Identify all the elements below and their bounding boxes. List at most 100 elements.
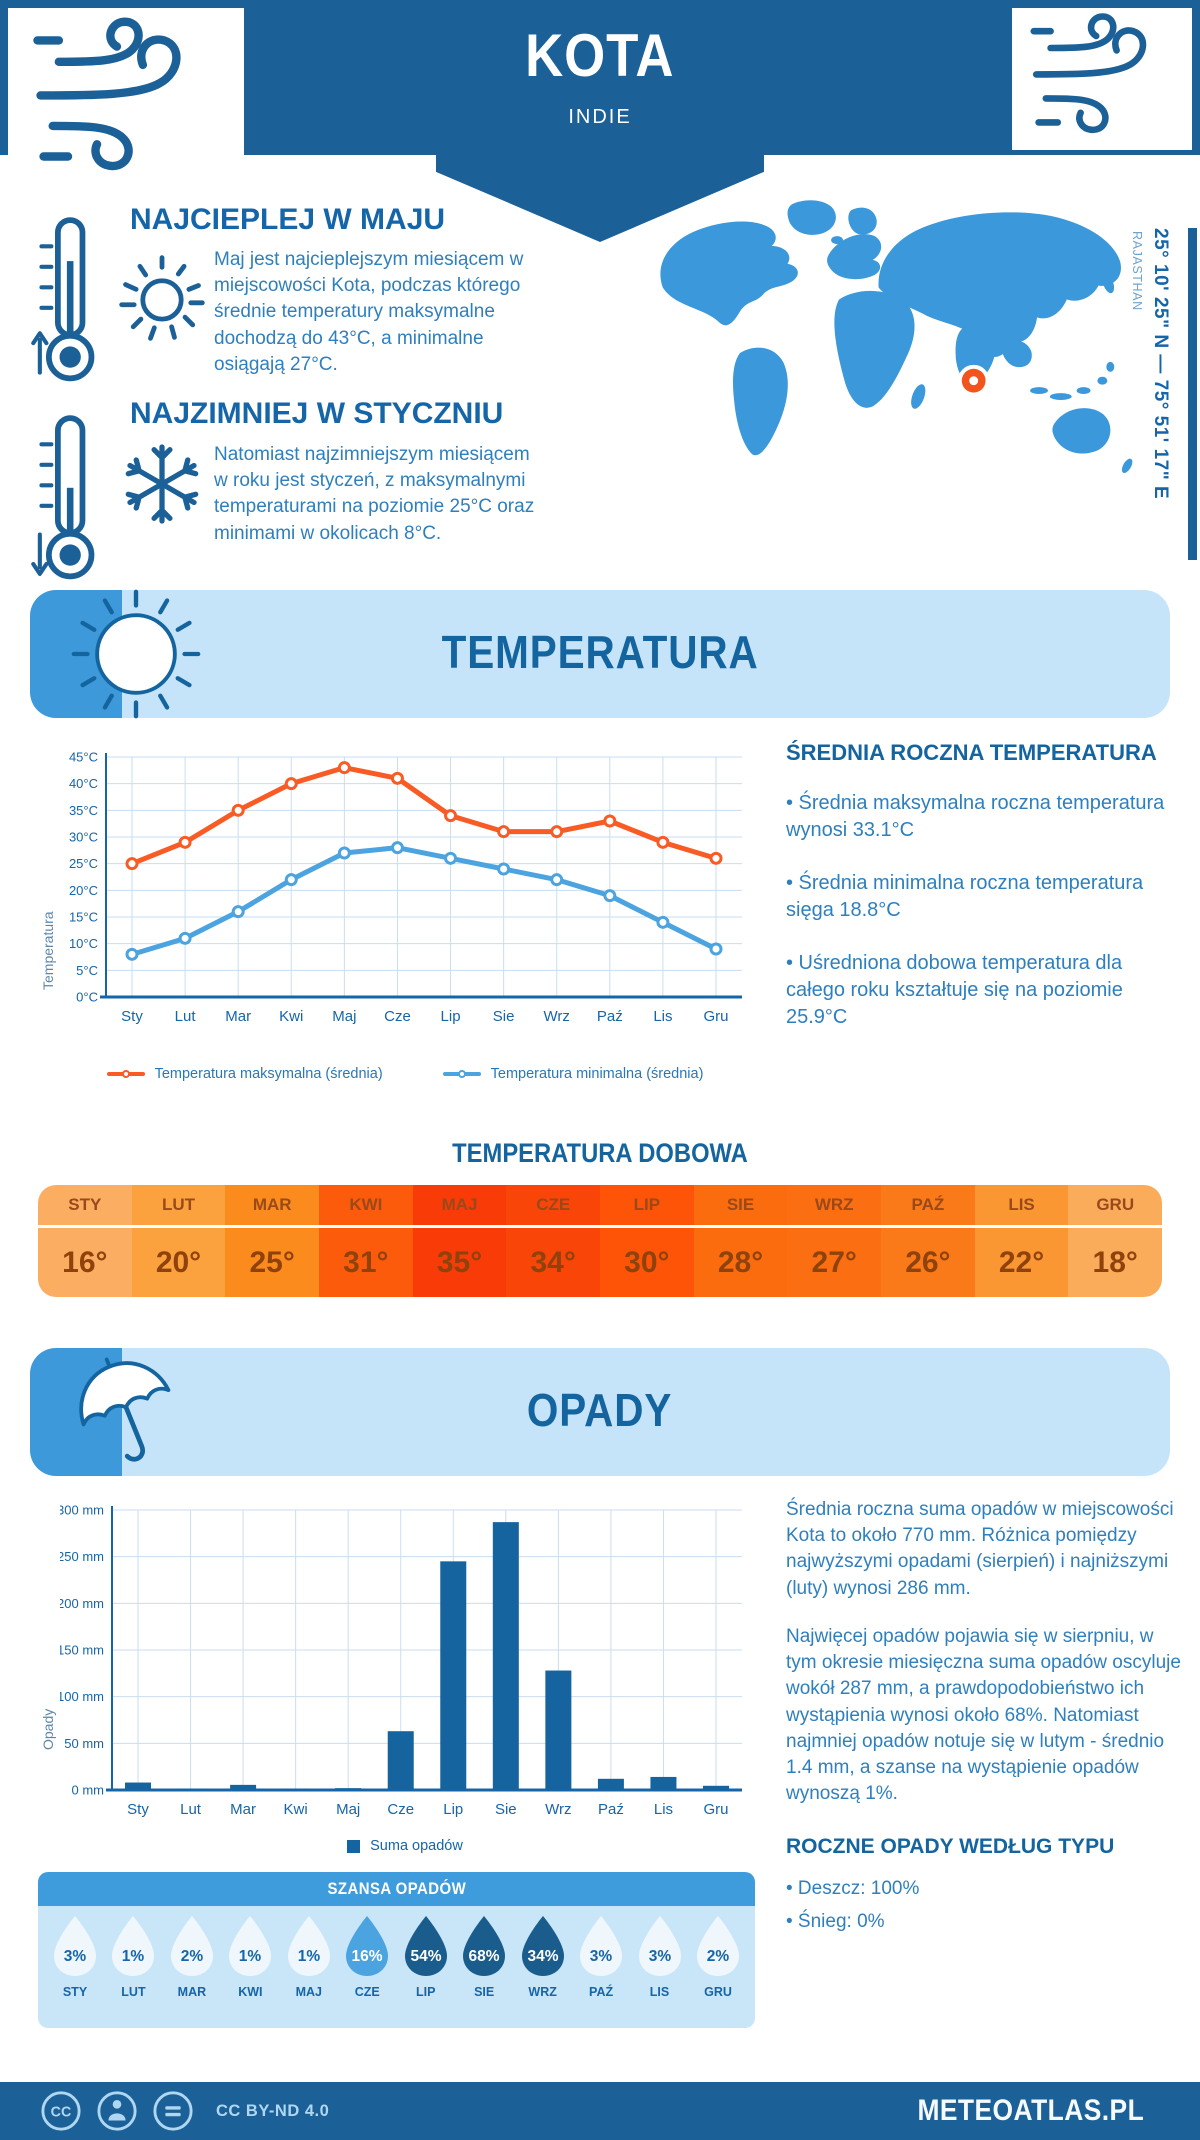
data-point: [656, 835, 670, 849]
bar: [230, 1784, 257, 1790]
y-tick-label: 150 mm: [60, 1643, 104, 1658]
series-line: [129, 845, 719, 957]
temperature-banner: TEMPERATURA: [30, 589, 1170, 719]
daily-temp-value: 20°: [155, 1245, 202, 1279]
x-tick-label: Mar: [230, 1801, 256, 1818]
y-tick-label: 100 mm: [60, 1689, 104, 1704]
raindrop-cell: 3% PAŹ: [576, 1915, 626, 1999]
svg-text:34%: 34%: [527, 1948, 558, 1965]
temperature-stats-title: ŚREDNIA ROCZNA TEMPERATURA: [786, 740, 1157, 765]
svg-text:68%: 68%: [469, 1948, 500, 1965]
raindrop-month: SIE: [474, 1985, 495, 1999]
daily-temp-month: LUT: [131, 1185, 226, 1228]
daily-temp-month: GRU: [1068, 1185, 1162, 1228]
x-tick-label: Gru: [703, 1801, 728, 1818]
map-region: RAJASTHAN: [1130, 231, 1144, 311]
raindrop-month: GRU: [704, 1985, 732, 1999]
temperature-stat: • Średnia maksymalna roczna temperatura …: [786, 792, 1165, 841]
raindrop-icon: 3%: [54, 1916, 96, 1976]
legend-entry: Suma opadów: [347, 1838, 463, 1854]
map-side-bar: [1188, 228, 1197, 560]
daily-temp-cell: LUT 20°: [131, 1185, 226, 1297]
y-tick-label: 250 mm: [60, 1549, 104, 1564]
data-point: [125, 857, 139, 871]
y-tick-label: 0 mm: [72, 1783, 105, 1798]
footer-band: CC CC BY-ND 4.0 METEOATLAS.PL: [0, 2082, 1200, 2140]
y-tick-label: 40°C: [69, 776, 98, 791]
x-tick-label: Kwi: [284, 1801, 308, 1818]
raindrop-icon: 1%: [112, 1916, 155, 1976]
raindrop-month: LUT: [121, 1985, 146, 1999]
precipitation-banner: OPADY: [30, 1348, 1170, 1476]
svg-text:3%: 3%: [590, 1948, 613, 1965]
x-tick-label: Gru: [703, 1008, 728, 1025]
bar: [177, 1788, 204, 1790]
bar: [282, 1788, 309, 1790]
cc-nd-icon: [153, 2091, 193, 2131]
raindrop-month: KWI: [238, 1985, 263, 1999]
precipitation-text-1: Średnia roczna suma opadów w miejscowośc…: [786, 1499, 1174, 1599]
daily-temp-value: 30°: [624, 1245, 670, 1279]
temperature-stats-panel: ŚREDNIA ROCZNA TEMPERATURA • Średnia mak…: [786, 740, 1168, 1057]
y-tick-label: 20°C: [69, 883, 98, 898]
page-title: KOTA: [525, 22, 675, 89]
warm-text: Maj jest najcieplejszym miesiącem w miej…: [214, 249, 524, 375]
y-tick-label: 10°C: [69, 936, 98, 951]
x-tick-label: Sie: [493, 1008, 515, 1025]
y-tick-label: 5°C: [76, 963, 98, 978]
legend-entry: Temperatura maksymalna (średnia): [106, 1066, 383, 1082]
cold-title: NAJZIMNIEJ W STYCZNIU: [130, 397, 504, 430]
daily-temp-value: 18°: [1092, 1245, 1138, 1279]
x-tick-label: Sie: [495, 1801, 517, 1818]
x-tick-label: Paź: [597, 1008, 623, 1025]
wind-icon: [1030, 13, 1147, 134]
data-point: [284, 777, 298, 791]
raindrop-cell: 3% LIS: [635, 1915, 685, 1999]
daily-temp-value: 16°: [62, 1245, 108, 1279]
daily-temp-cell: GRU 18°: [1068, 1185, 1162, 1297]
raindrop-cell: 34% WRZ: [518, 1915, 568, 1999]
daily-temp-value: 34°: [530, 1245, 576, 1279]
bar: [335, 1788, 362, 1790]
license-label: CC BY-ND 4.0: [216, 2101, 330, 2120]
raindrop-month: CZE: [354, 1985, 380, 1999]
data-point: [550, 873, 564, 887]
daily-temp-cell: MAR 25°: [225, 1185, 320, 1297]
x-tick-label: Cze: [387, 1801, 414, 1818]
raindrop-month: MAR: [177, 1985, 207, 1999]
wind-icon: [33, 17, 181, 171]
thermometer-up-icon: [31, 217, 95, 382]
data-point: [709, 942, 723, 956]
daily-temp-month: SIE: [693, 1185, 788, 1228]
legend-entry: Temperatura minimalna (średnia): [442, 1066, 703, 1082]
umbrella-icon: [79, 1357, 171, 1462]
raindrop-month: LIP: [415, 1985, 436, 1999]
y-tick-label: 0°C: [76, 990, 98, 1005]
y-tick-label: 200 mm: [60, 1596, 104, 1611]
temperature-section-title: TEMPERATURA: [441, 625, 759, 678]
raindrop-cell: 68% SIE: [459, 1915, 509, 1999]
snowflake-icon: [125, 444, 199, 524]
site-label: METEOATLAS.PL: [917, 2094, 1145, 2127]
x-tick-label: Lut: [180, 1801, 202, 1818]
bar: [387, 1731, 414, 1790]
world-map: [660, 200, 1133, 473]
map-coordinates: 25° 10' 25" N — 75° 51' 17" E: [1150, 228, 1171, 500]
series-line: [129, 765, 719, 867]
svg-text:3%: 3%: [64, 1948, 87, 1965]
raindrop-cell: 1% MAJ: [284, 1915, 334, 1999]
y-tick-label: 25°C: [69, 856, 98, 871]
y-tick-label: 300 mm: [60, 1503, 104, 1518]
daily-temp-cell: CZE 34°: [506, 1185, 601, 1297]
daily-temp-month: WRZ: [787, 1185, 882, 1228]
cc-icon: CC: [41, 2091, 81, 2131]
daily-temp-cell: KWI 31°: [319, 1185, 413, 1297]
data-point: [125, 947, 139, 961]
raindrop-cell: 1% KWI: [225, 1915, 275, 1999]
raindrop-month: WRZ: [528, 1985, 557, 1999]
svg-text:3%: 3%: [648, 1948, 671, 1965]
temp-chart-ylabel: Temperatura: [40, 911, 56, 990]
daily-temp-cell: STY 16°: [38, 1185, 132, 1297]
daily-temp-month: MAR: [225, 1185, 320, 1228]
x-tick-label: Kwi: [279, 1008, 303, 1025]
